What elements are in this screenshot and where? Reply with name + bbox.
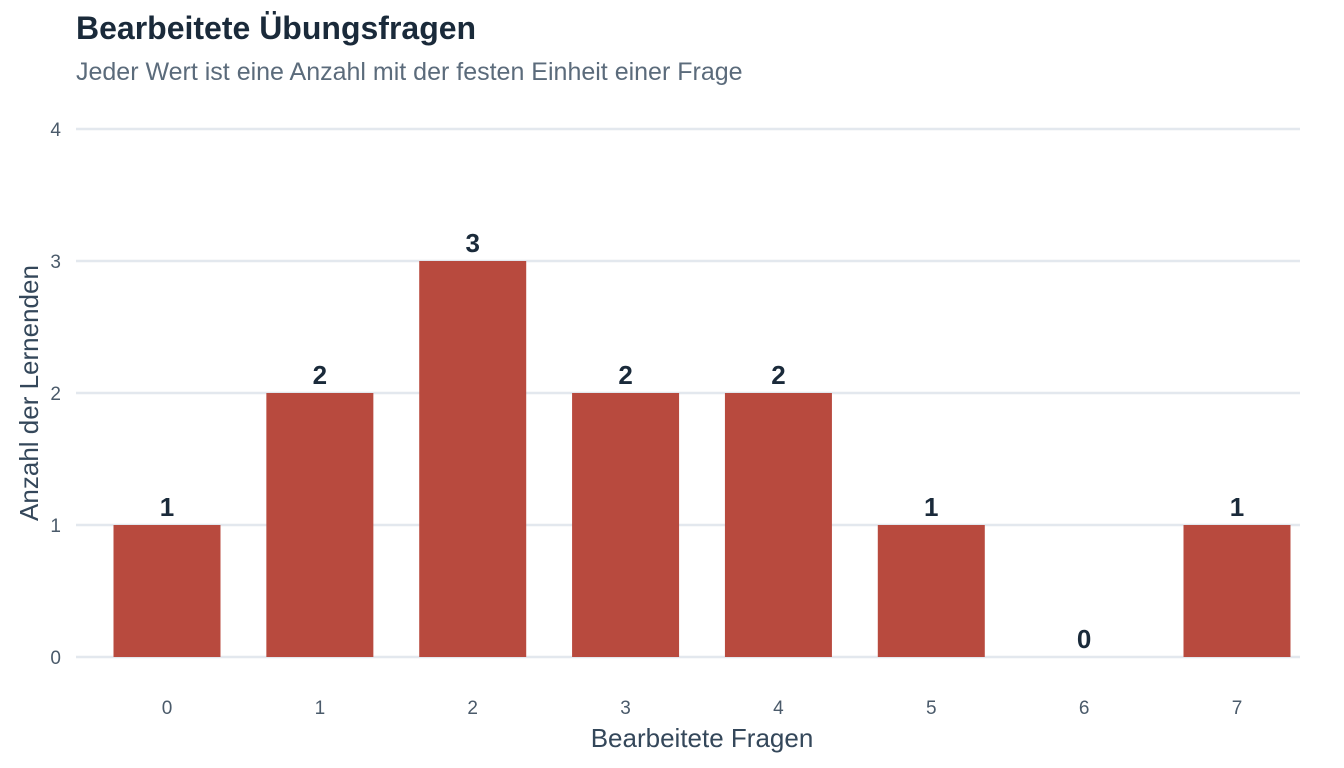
bars xyxy=(113,261,1291,657)
y-axis-ticks: 0 1 2 3 4 xyxy=(50,120,61,669)
x-tick-label: 6 xyxy=(1079,698,1090,719)
bar xyxy=(266,393,374,657)
x-tick-label: 7 xyxy=(1232,698,1243,719)
x-axis-ticks: 0 1 2 3 4 5 6 7 xyxy=(162,698,1243,719)
bar xyxy=(724,393,832,657)
y-tick-label: 4 xyxy=(50,120,61,141)
data-label: 1 xyxy=(1230,492,1244,522)
data-label: 2 xyxy=(771,360,785,390)
data-label: 1 xyxy=(160,492,174,522)
bar xyxy=(877,525,985,657)
data-label: 2 xyxy=(313,360,327,390)
data-labels: 1 2 3 2 2 1 0 1 xyxy=(160,228,1244,654)
bar xyxy=(113,525,221,657)
y-tick-label: 0 xyxy=(50,648,61,669)
y-tick-label: 1 xyxy=(50,516,61,537)
x-tick-label: 1 xyxy=(315,698,326,719)
y-tick-label: 2 xyxy=(50,384,61,405)
data-label: 0 xyxy=(1077,624,1091,654)
bar xyxy=(572,393,680,657)
y-axis-title: Anzahl der Lernenden xyxy=(14,265,44,521)
chart-subtitle: Jeder Wert ist eine Anzahl mit der feste… xyxy=(76,58,743,86)
bar xyxy=(1183,525,1291,657)
data-label: 1 xyxy=(924,492,938,522)
data-label: 3 xyxy=(465,228,479,258)
y-tick-label: 3 xyxy=(50,252,61,273)
grid-lines xyxy=(76,127,1300,659)
chart-title: Bearbeitete Übungsfragen xyxy=(76,10,477,46)
data-label: 2 xyxy=(618,360,632,390)
x-tick-label: 0 xyxy=(162,698,173,719)
bar xyxy=(419,261,527,657)
x-tick-label: 3 xyxy=(620,698,631,719)
x-tick-label: 5 xyxy=(926,698,937,719)
x-axis-title: Bearbeitete Fragen xyxy=(591,723,814,753)
x-tick-label: 4 xyxy=(773,698,784,719)
x-tick-label: 2 xyxy=(467,698,478,719)
